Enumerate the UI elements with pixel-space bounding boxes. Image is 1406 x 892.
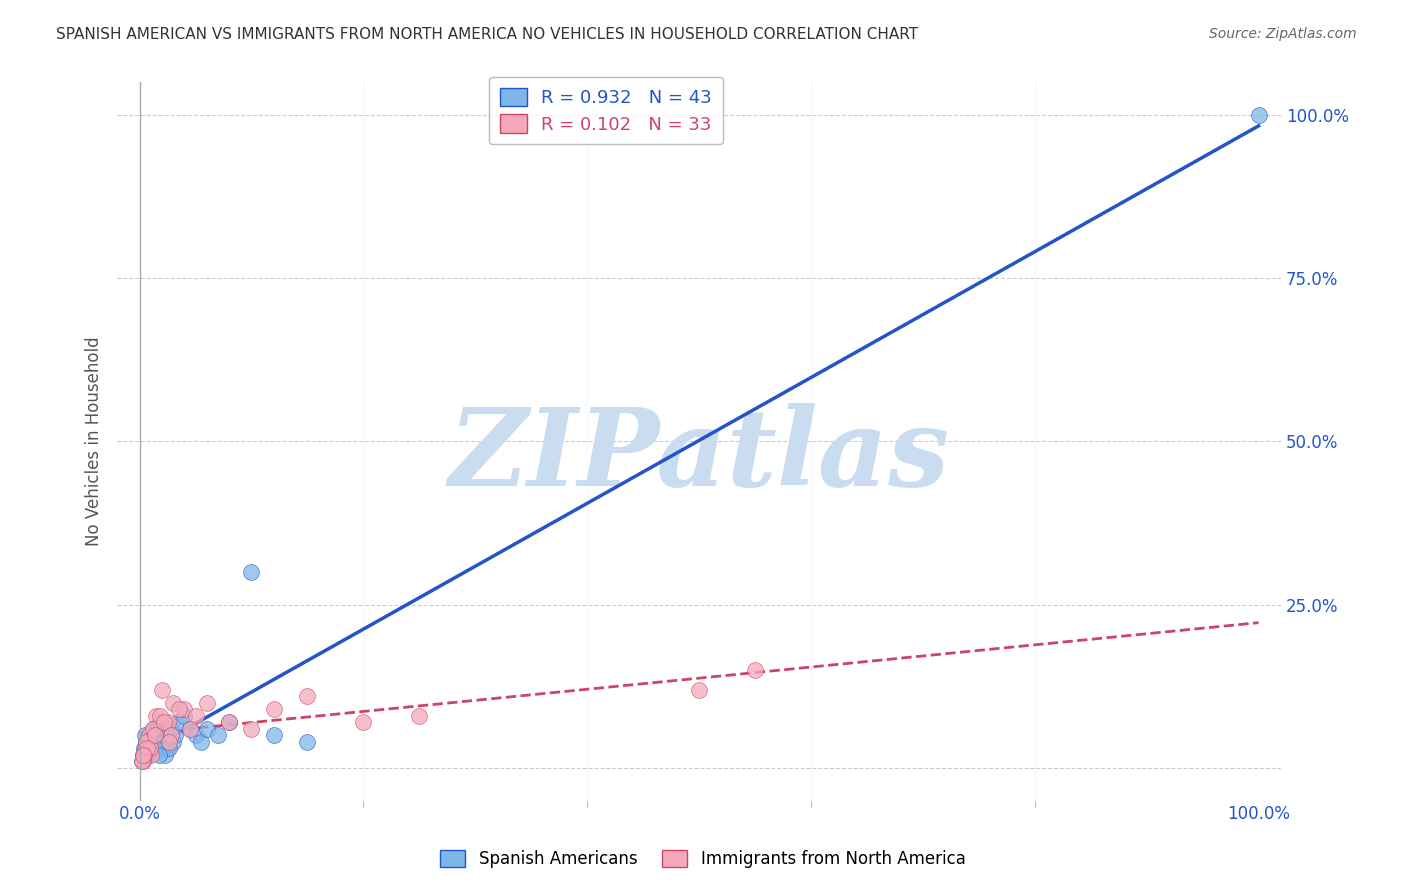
Point bbox=[297, 689, 319, 703]
Point bbox=[132, 747, 155, 762]
Point bbox=[352, 715, 374, 730]
Point bbox=[688, 682, 710, 697]
Point bbox=[207, 728, 229, 742]
Point bbox=[157, 735, 180, 749]
Point bbox=[148, 747, 170, 762]
Point bbox=[167, 715, 190, 730]
Point bbox=[195, 722, 218, 736]
Point bbox=[132, 755, 155, 769]
Point bbox=[263, 702, 285, 716]
Point bbox=[149, 715, 172, 730]
Point bbox=[143, 728, 166, 742]
Point bbox=[142, 722, 165, 736]
Point bbox=[179, 722, 201, 736]
Point bbox=[263, 728, 285, 742]
Point bbox=[138, 728, 160, 742]
Point bbox=[195, 696, 218, 710]
Point bbox=[135, 741, 157, 756]
Point bbox=[156, 715, 179, 730]
Point bbox=[139, 735, 162, 749]
Point bbox=[139, 747, 162, 762]
Point bbox=[150, 682, 173, 697]
Point bbox=[157, 741, 180, 756]
Point bbox=[132, 747, 155, 762]
Point bbox=[165, 728, 187, 742]
Point bbox=[150, 735, 173, 749]
Text: ZIPatlas: ZIPatlas bbox=[449, 403, 949, 508]
Text: Source: ZipAtlas.com: Source: ZipAtlas.com bbox=[1209, 27, 1357, 41]
Y-axis label: No Vehicles in Household: No Vehicles in Household bbox=[86, 336, 103, 546]
Point bbox=[408, 708, 430, 723]
Point bbox=[135, 735, 157, 749]
Point bbox=[179, 722, 201, 736]
Point bbox=[162, 696, 184, 710]
Point bbox=[153, 728, 176, 742]
Point bbox=[153, 715, 176, 730]
Point bbox=[138, 741, 160, 756]
Point bbox=[149, 708, 172, 723]
Point bbox=[173, 702, 195, 716]
Point bbox=[160, 722, 183, 736]
Point bbox=[136, 741, 159, 756]
Point bbox=[143, 741, 166, 756]
Point bbox=[132, 747, 155, 762]
Point bbox=[131, 755, 153, 769]
Legend: Spanish Americans, Immigrants from North America: Spanish Americans, Immigrants from North… bbox=[433, 843, 973, 875]
Point bbox=[136, 747, 159, 762]
Point bbox=[149, 741, 172, 756]
Point bbox=[167, 702, 190, 716]
Point bbox=[240, 722, 263, 736]
Point bbox=[136, 747, 159, 762]
Point bbox=[190, 735, 212, 749]
Point bbox=[1247, 108, 1270, 122]
Point bbox=[744, 663, 766, 677]
Point bbox=[135, 735, 157, 749]
Point bbox=[297, 735, 319, 749]
Point bbox=[138, 741, 160, 756]
Point bbox=[160, 728, 183, 742]
Point bbox=[142, 722, 165, 736]
Point bbox=[184, 708, 207, 723]
Point bbox=[155, 747, 177, 762]
Point bbox=[134, 728, 156, 742]
Point bbox=[138, 741, 160, 756]
Point bbox=[143, 735, 166, 749]
Text: SPANISH AMERICAN VS IMMIGRANTS FROM NORTH AMERICA NO VEHICLES IN HOUSEHOLD CORRE: SPANISH AMERICAN VS IMMIGRANTS FROM NORT… bbox=[56, 27, 918, 42]
Point bbox=[141, 728, 163, 742]
Point bbox=[184, 728, 207, 742]
Point bbox=[152, 735, 174, 749]
Point bbox=[132, 747, 155, 762]
Point bbox=[173, 708, 195, 723]
Point bbox=[131, 755, 153, 769]
Point bbox=[132, 741, 155, 756]
Point bbox=[218, 715, 240, 730]
Point bbox=[134, 741, 156, 756]
Point bbox=[156, 741, 179, 756]
Legend: R = 0.932   N = 43, R = 0.102   N = 33: R = 0.932 N = 43, R = 0.102 N = 33 bbox=[489, 77, 723, 145]
Point bbox=[162, 735, 184, 749]
Point bbox=[145, 708, 167, 723]
Point bbox=[240, 565, 263, 579]
Point bbox=[218, 715, 240, 730]
Point bbox=[145, 728, 167, 742]
Point bbox=[139, 735, 162, 749]
Point bbox=[146, 722, 169, 736]
